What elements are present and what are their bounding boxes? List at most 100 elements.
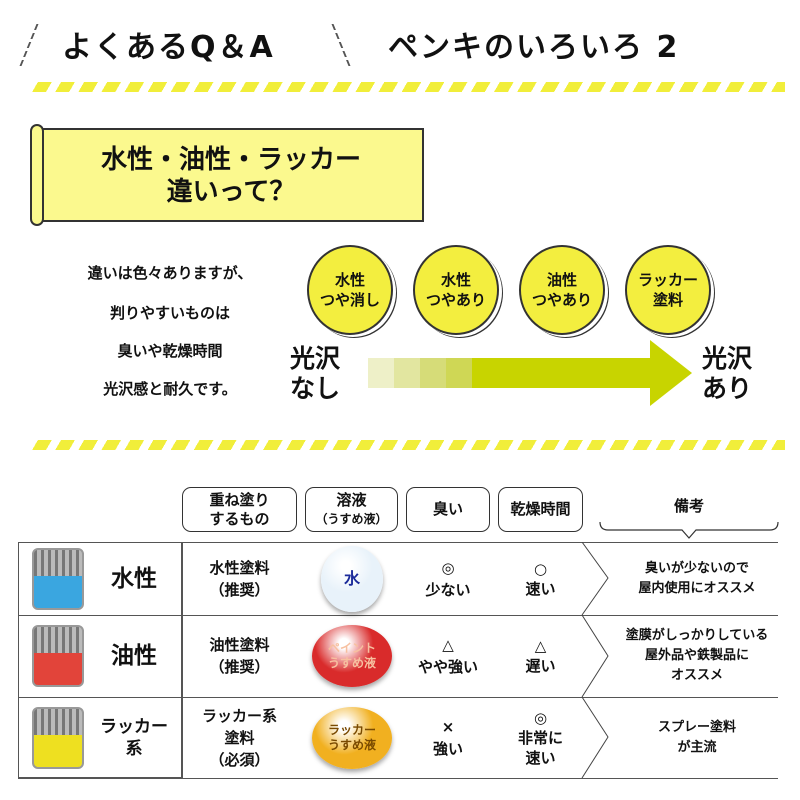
cell-line: ペイント xyxy=(327,641,376,655)
cell-line: （推奨） xyxy=(209,658,270,676)
intro-line: 判りやすいものは xyxy=(109,304,230,322)
paint-can-icon xyxy=(32,706,84,769)
notes-cell: スプレー塗料 が主流 xyxy=(612,697,782,778)
smell-cell: △ やや強い xyxy=(406,615,490,697)
cell-line: ラッカー系 xyxy=(201,706,277,725)
dry-time-cell: ◎ 非常に 速い xyxy=(498,697,583,778)
solvent-drop-icon: 水 xyxy=(321,545,383,612)
cell-line: 油性塗料 xyxy=(209,636,270,654)
header-text: 臭い xyxy=(432,500,463,518)
cell-line: △ xyxy=(442,636,454,654)
cell-line: ◎ xyxy=(441,558,455,577)
decor-slash-icon xyxy=(331,24,363,66)
header-dry-time: 乾燥時間 xyxy=(498,487,583,532)
gloss-item-circle: 水性 つやあり xyxy=(413,245,499,335)
scroll-roll-icon xyxy=(30,124,44,226)
cell-line: 水性塗料 xyxy=(209,558,270,577)
table-row: 油性 油性塗料 （推奨） ペイント うすめ液 △ やや強い △ 遅い 塗膜がしっかりして… xyxy=(0,615,800,697)
dry-time-cell: △ 遅い xyxy=(498,615,583,697)
header-text: （うすめ液） xyxy=(315,511,388,526)
gloss-item-circle: 油性 つやあり xyxy=(519,245,605,335)
stripe-divider xyxy=(30,440,785,450)
intro-line: 臭いや乾燥時間 xyxy=(117,342,223,360)
overcoat-cell: 水性塗料 （推奨） xyxy=(182,542,297,615)
intro-line: 違いは色々ありますが、 xyxy=(87,264,253,282)
cell-line: ○ xyxy=(533,559,548,578)
cell-line: スプレー塗料 xyxy=(657,719,736,735)
solvent-cell: ペイント うすめ液 xyxy=(310,615,394,697)
cell-line: が主流 xyxy=(677,739,717,755)
smell-cell: × 強い xyxy=(406,697,490,778)
header-right-title: ペンキのいろいろ 2 xyxy=(388,30,680,65)
cell-line: やや強い xyxy=(417,658,478,676)
gloss-yes-label: 光沢 あり xyxy=(702,344,752,404)
cell-line: オススメ xyxy=(670,668,723,683)
cell-line: ラッカー xyxy=(327,722,376,737)
cell-line: 塗料 xyxy=(224,728,255,747)
label-line: なし xyxy=(290,374,341,403)
cell-line: （必須） xyxy=(209,750,270,769)
type-label: 系 xyxy=(125,738,143,759)
header-text: するもの xyxy=(209,509,270,528)
header-text: 重ね塗り xyxy=(209,490,270,509)
cell-line: △ xyxy=(534,637,547,655)
cell-line: 少ない xyxy=(425,580,471,599)
header-smell: 臭い xyxy=(406,487,490,532)
gloss-none-label: 光沢 なし xyxy=(290,344,340,404)
column-divider xyxy=(181,542,183,778)
cell-line: ◎ xyxy=(533,708,548,727)
gloss-item-line2: つや消し xyxy=(319,291,380,309)
banner-line2: 違いって？ xyxy=(166,177,296,207)
cell-line: × xyxy=(441,717,455,736)
chevron-dividers-icon xyxy=(581,542,609,778)
stripe-divider xyxy=(30,82,785,92)
table-row: ラッカー 系 ラッカー系塗料 （必須） ラッカー うすめ液 × 強い ◎ 非常に 速い ス… xyxy=(0,697,800,778)
cell-line: 強い xyxy=(432,739,463,758)
cell-line: （推奨） xyxy=(209,580,270,599)
gloss-item-line2: つやあり xyxy=(425,291,486,309)
header-text: 乾燥時間 xyxy=(510,500,571,518)
solvent-drop-icon: ペイント うすめ液 xyxy=(312,625,392,687)
type-label: 油性 xyxy=(111,643,157,669)
label-line: 光沢 xyxy=(290,344,341,373)
dry-time-cell: ○ 速い xyxy=(498,542,583,615)
paint-can-icon xyxy=(32,547,84,610)
gloss-item-circle: ラッカー 塗料 xyxy=(625,245,711,335)
header-text: 溶液 xyxy=(336,490,367,509)
notes-cell: 塗膜がしっかりしている 屋外品や鉄製品に オススメ xyxy=(612,615,782,697)
table-row: 水性 水性塗料 （推奨） 水 ◎ 少ない ○ 速い 臭いが少ないので 屋内使用にオススメ xyxy=(0,542,800,615)
cell-line: 水 xyxy=(343,569,360,588)
header-notes: 備考 xyxy=(673,497,704,515)
gloss-item-line1: 水性 xyxy=(334,271,365,289)
cell-line: 遅い xyxy=(525,657,556,675)
decor-slash-icon xyxy=(19,24,51,66)
intro-line: 光沢感と耐久です。 xyxy=(103,380,237,398)
cell-line: 塗膜がしっかりしている xyxy=(625,628,769,643)
header-overcoat: 重ね塗り するもの xyxy=(182,487,297,532)
question-banner: 水性・油性・ラッカー 違いって？ xyxy=(38,128,424,222)
paint-type: 水性 xyxy=(88,542,180,615)
gloss-item-line2: つやあり xyxy=(531,291,592,309)
cell-line: 速い xyxy=(525,748,556,767)
header-left-title: よくあるQ＆A xyxy=(62,30,275,65)
gloss-item-line1: 油性 xyxy=(546,271,577,289)
cell-line: 速い xyxy=(525,579,556,598)
row-divider xyxy=(18,542,778,543)
solvent-cell: ラッカー うすめ液 xyxy=(310,697,394,778)
header-solvent: 溶液 （うすめ液） xyxy=(305,487,398,532)
cell-line: 屋外品や鉄製品に xyxy=(644,648,749,663)
type-label: 水性 xyxy=(111,565,157,592)
cell-line: 屋内使用にオススメ xyxy=(638,580,756,596)
cell-line: うすめ液 xyxy=(327,737,376,752)
label-line: あり xyxy=(702,374,753,403)
overcoat-cell: 油性塗料 （推奨） xyxy=(182,615,297,697)
paint-can-icon xyxy=(32,625,84,687)
cell-line: 臭いが少ないので xyxy=(644,560,749,576)
brace-icon xyxy=(599,521,779,539)
gloss-item-line1: 水性 xyxy=(440,271,471,289)
solvent-drop-icon: ラッカー うすめ液 xyxy=(312,706,392,769)
banner-line1: 水性・油性・ラッカー xyxy=(100,145,361,175)
notes-cell: 臭いが少ないので 屋内使用にオススメ xyxy=(612,542,782,615)
gloss-item-line2: 塗料 xyxy=(652,291,683,309)
gloss-item-line1: ラッカー xyxy=(637,271,698,289)
